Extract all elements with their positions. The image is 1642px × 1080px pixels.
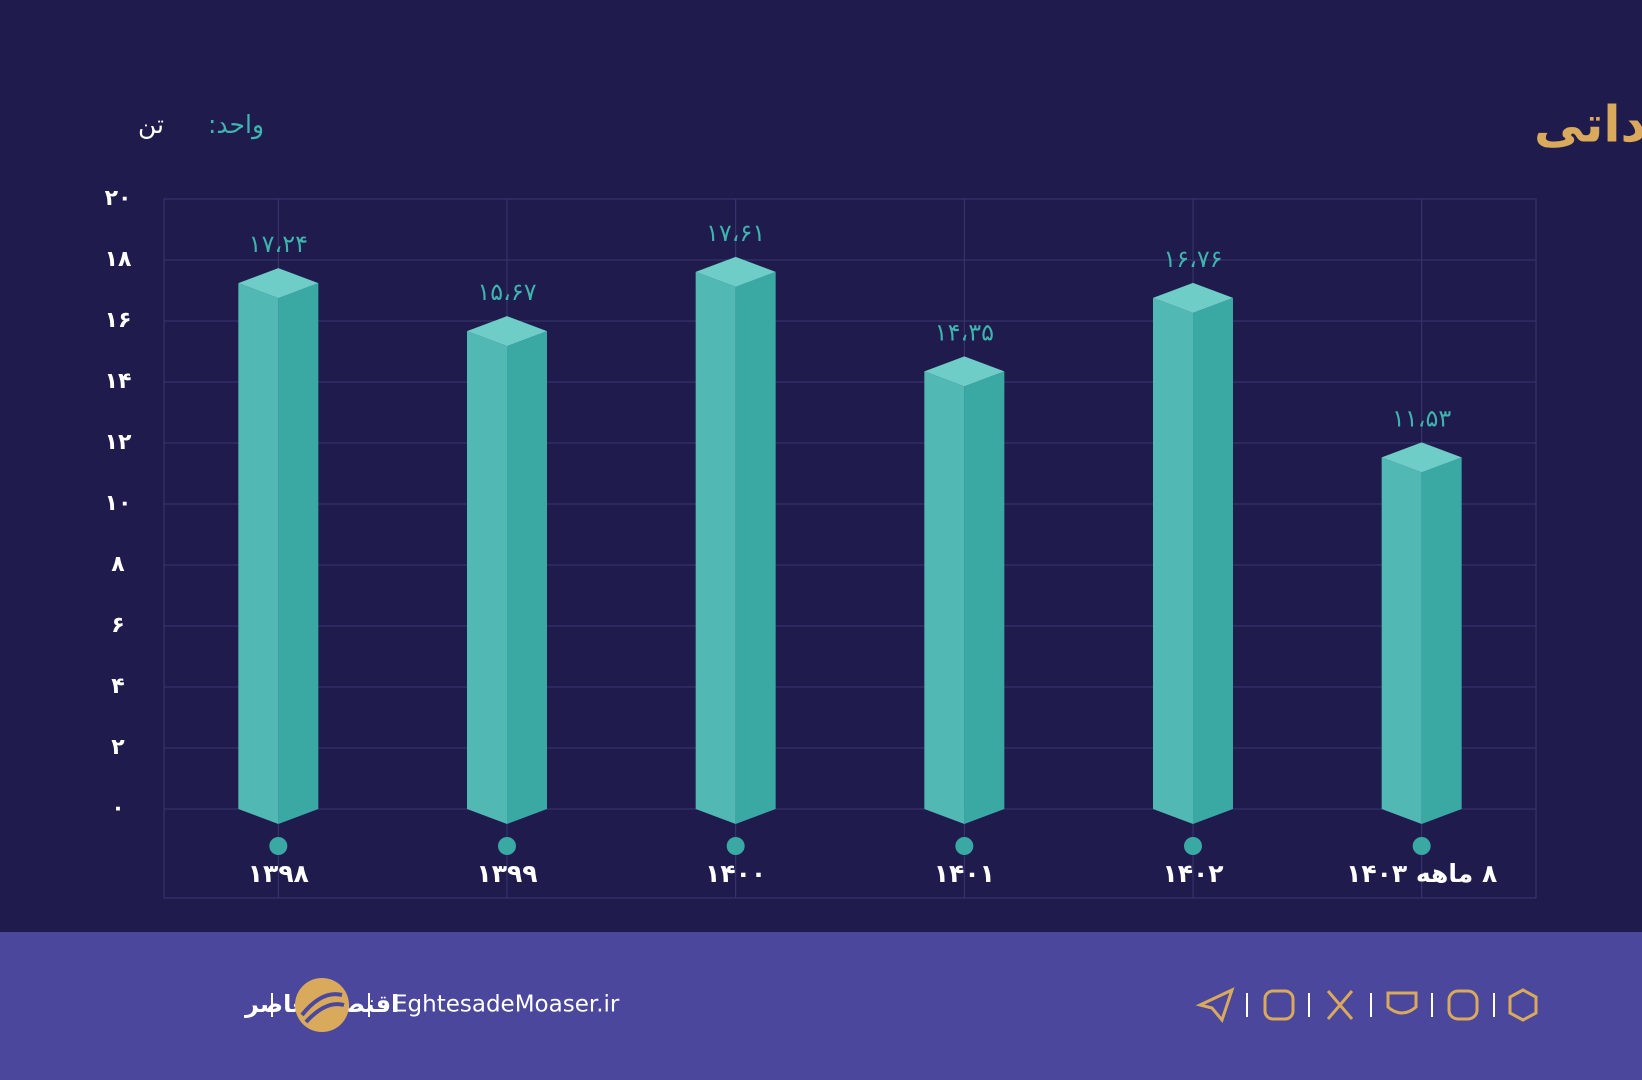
rubika-icon[interactable]: [1508, 988, 1538, 1022]
bar-top-face: [924, 356, 1005, 387]
value-label: ۱۵،۶۷: [477, 278, 536, 306]
bar-right-face: [1193, 297, 1233, 824]
y-tick-label: ۰: [111, 796, 124, 821]
y-tick-label: ۱۲: [105, 430, 132, 455]
value-label: ۱۱،۵۳: [1392, 404, 1451, 432]
instagram-icon[interactable]: [1263, 989, 1295, 1021]
category-dot: [1184, 837, 1202, 855]
unit: تن: [138, 110, 164, 139]
value-label: ۱۴،۳۵: [935, 318, 994, 346]
footer-bar: [0, 932, 1642, 1080]
bar-left-face: [1381, 457, 1422, 824]
bale-icon[interactable]: [1386, 991, 1418, 1015]
x-tick-label: ۱۴۰۱: [934, 859, 995, 888]
y-tick-label: ۱۸: [105, 247, 132, 272]
y-tick-label: ۱۰: [105, 491, 132, 516]
y-tick-label: ۱۴: [105, 369, 132, 394]
bar-right-face: [278, 283, 319, 824]
bar-left-face: [238, 283, 279, 824]
eitaa-icon[interactable]: [1447, 989, 1479, 1021]
bar-top-face: [1381, 442, 1462, 473]
x-tick-label: ۸ ماهه ۱۴۰۳: [1346, 859, 1497, 888]
value-label: ۱۷،۶۱: [706, 219, 765, 247]
y-tick-label: ۲۰: [105, 186, 132, 211]
value-label: ۱۶،۷۶: [1163, 245, 1222, 273]
bar-right-face: [964, 371, 1005, 824]
logo-mark: [300, 992, 345, 1024]
category-dot: [726, 837, 745, 855]
y-tick-label: ۱۶: [105, 308, 132, 333]
bar: [467, 316, 547, 824]
y-tick-label: ۲: [111, 735, 125, 760]
category-dot: [955, 837, 974, 855]
bar: [1153, 282, 1233, 824]
telegram-icon[interactable]: [1195, 987, 1235, 1024]
icon-dividers: [1246, 993, 1495, 1017]
bar: [238, 268, 319, 824]
y-tick-label: ۸: [111, 552, 125, 577]
bar-top-face: [467, 316, 547, 347]
website[interactable]: EghtesadeMoaser.ir: [393, 992, 620, 1018]
chart-title: وزن نهاده‌های دام و طیور وارداتی: [1534, 96, 1642, 155]
category-dot: [269, 837, 288, 855]
bar: [924, 356, 1005, 824]
x-tick-label: ۱۳۹۹: [476, 859, 537, 888]
bar-top-face: [695, 256, 776, 287]
plot-area: ۰ ۲ ۴ ۶ ۸ ۱۰ ۱۲ ۱۴ ۱۶ ۱۸ ۲۰ ۱۳۹۸ ۱۷،۲۴ ۱۳۹۹ ۱۵،۶۷ ۱۴۰۰ ۱…: [105, 186, 1537, 899]
x-tick-label: ۱۴۰۰: [705, 859, 766, 888]
x-tick-label: ۱۴۰۲: [1162, 859, 1223, 888]
category-dot: [498, 837, 516, 855]
bar-left-face: [1153, 297, 1193, 824]
bar: [695, 256, 776, 824]
bar-right-face: [507, 331, 547, 824]
bar-left-face: [467, 331, 507, 824]
y-tick-label: ۶: [111, 613, 124, 638]
value-label: ۱۷،۲۴: [249, 230, 308, 258]
x-tick-label: ۱۳۹۸: [248, 859, 309, 888]
bar-left-face: [924, 371, 965, 824]
x-icon[interactable]: [1326, 990, 1354, 1020]
social-icons: [1195, 987, 1538, 1024]
bar-left-face: [695, 271, 736, 824]
y-tick-label: ۴: [111, 674, 124, 699]
bar-top-face: [1153, 282, 1233, 313]
category-dot: [1412, 837, 1431, 855]
bar-right-face: [735, 271, 776, 824]
bar-top-face: [238, 268, 319, 299]
unit-label: واحد:: [208, 110, 264, 140]
bar-right-face: [1421, 457, 1462, 824]
bar: [1381, 442, 1462, 824]
